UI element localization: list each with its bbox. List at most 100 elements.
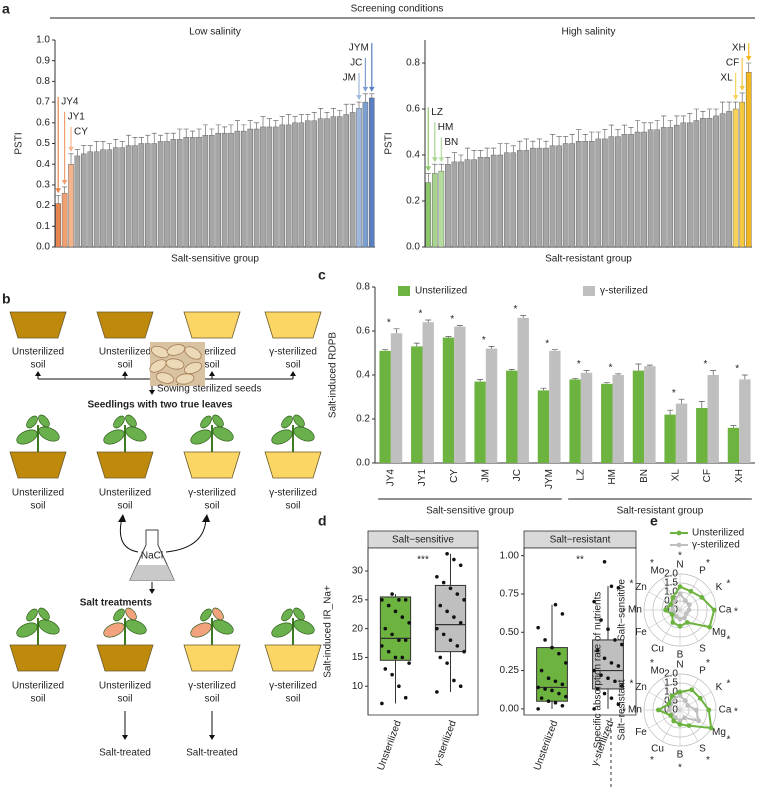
leaf <box>16 429 38 445</box>
error-bar <box>254 122 260 130</box>
significance: * <box>630 679 634 690</box>
seed <box>183 361 203 375</box>
bar <box>411 346 423 463</box>
significance: * <box>545 338 549 349</box>
error-bar <box>87 145 93 152</box>
point <box>390 672 394 677</box>
bar <box>422 322 434 463</box>
error-bar <box>674 115 680 126</box>
error-bar <box>456 325 463 327</box>
arrow-head <box>55 188 61 194</box>
y-tick-label: 0.6 <box>356 326 370 337</box>
significance: * <box>706 658 710 669</box>
error-bar <box>543 140 549 149</box>
point <box>390 632 394 637</box>
series-point <box>686 723 692 728</box>
box <box>536 647 568 702</box>
significance: * <box>678 551 682 562</box>
error-bar <box>510 145 516 153</box>
y-axis-label: Salt-induced RDPB <box>328 332 339 418</box>
bar <box>580 372 593 463</box>
header: Screening conditions <box>351 4 444 15</box>
point <box>458 684 463 689</box>
point <box>592 668 596 673</box>
pot-label: γ-sterilized <box>188 347 236 358</box>
bar <box>431 173 438 248</box>
error-bar <box>445 157 451 165</box>
bar <box>595 138 602 248</box>
error-bar <box>540 387 547 391</box>
significance: * <box>650 558 654 569</box>
bar <box>644 366 656 463</box>
pot-label: γ-sterilized <box>188 488 236 499</box>
error-bar <box>641 122 647 132</box>
error-bar <box>730 425 737 428</box>
x-tick-label: JY1 <box>417 469 428 487</box>
legend-swatch <box>398 286 410 296</box>
error-bar <box>432 163 438 174</box>
bar <box>87 151 93 248</box>
error-bar <box>202 124 208 136</box>
leaf <box>293 619 315 635</box>
y-tick-label: 0.25 <box>500 665 520 676</box>
chart-title: Low salinity <box>189 27 241 38</box>
series-point <box>656 707 661 713</box>
bar <box>675 403 688 463</box>
point <box>438 655 443 660</box>
error-bar <box>177 128 183 140</box>
significance: * <box>622 607 626 618</box>
bar-annotation: JY1 <box>68 111 86 122</box>
leaf <box>26 608 38 622</box>
x-tick-label: HM <box>607 469 618 485</box>
pot-label: soil <box>285 501 300 512</box>
point <box>592 707 596 711</box>
facet-title: Salt−sensitive <box>617 579 628 641</box>
axis-label: Mg <box>712 627 726 638</box>
bar <box>517 150 523 248</box>
error-bar <box>710 370 717 375</box>
error-bar <box>603 382 610 384</box>
pot-label: soil <box>30 501 45 512</box>
error-bar <box>81 145 87 154</box>
arrow-head <box>745 56 752 61</box>
y-tick-label: 0.2 <box>36 200 50 211</box>
pot-label: Unsterilized <box>99 488 151 499</box>
x-tick-label: JYM <box>544 469 555 489</box>
leaf <box>293 607 305 621</box>
point <box>609 661 614 665</box>
bar <box>497 154 504 248</box>
bar <box>337 116 343 248</box>
error-bar <box>266 118 272 127</box>
error-bar <box>119 141 125 148</box>
series-point <box>663 607 668 613</box>
axis-label: Mg <box>712 727 726 738</box>
leaf <box>271 429 293 445</box>
series-point <box>685 703 691 708</box>
x-tick-label: Unsterilized <box>376 719 404 772</box>
step-title: Salt treatments <box>80 598 153 609</box>
point <box>550 645 554 650</box>
x-tick-label: BN <box>639 469 650 483</box>
error-bar <box>158 134 164 142</box>
error-bar <box>477 150 484 158</box>
point <box>393 609 398 614</box>
error-bar <box>55 194 61 204</box>
bar <box>445 163 451 248</box>
bar <box>55 203 61 248</box>
significance: * <box>672 388 676 399</box>
arrow-head <box>122 735 128 740</box>
series-point <box>666 701 672 707</box>
point <box>553 679 558 684</box>
error-bar <box>706 108 713 119</box>
pot <box>9 644 67 672</box>
point <box>445 609 449 614</box>
bar <box>582 140 589 248</box>
y-tick-label: 10 <box>352 681 364 692</box>
x-tick-label: Unsterilized <box>532 719 560 772</box>
error-bar <box>719 101 726 114</box>
error-bar <box>113 139 119 148</box>
y-axis-label: PSTI <box>384 132 395 154</box>
error-bar <box>311 112 317 121</box>
significance: * <box>514 304 518 315</box>
bar <box>726 111 732 248</box>
